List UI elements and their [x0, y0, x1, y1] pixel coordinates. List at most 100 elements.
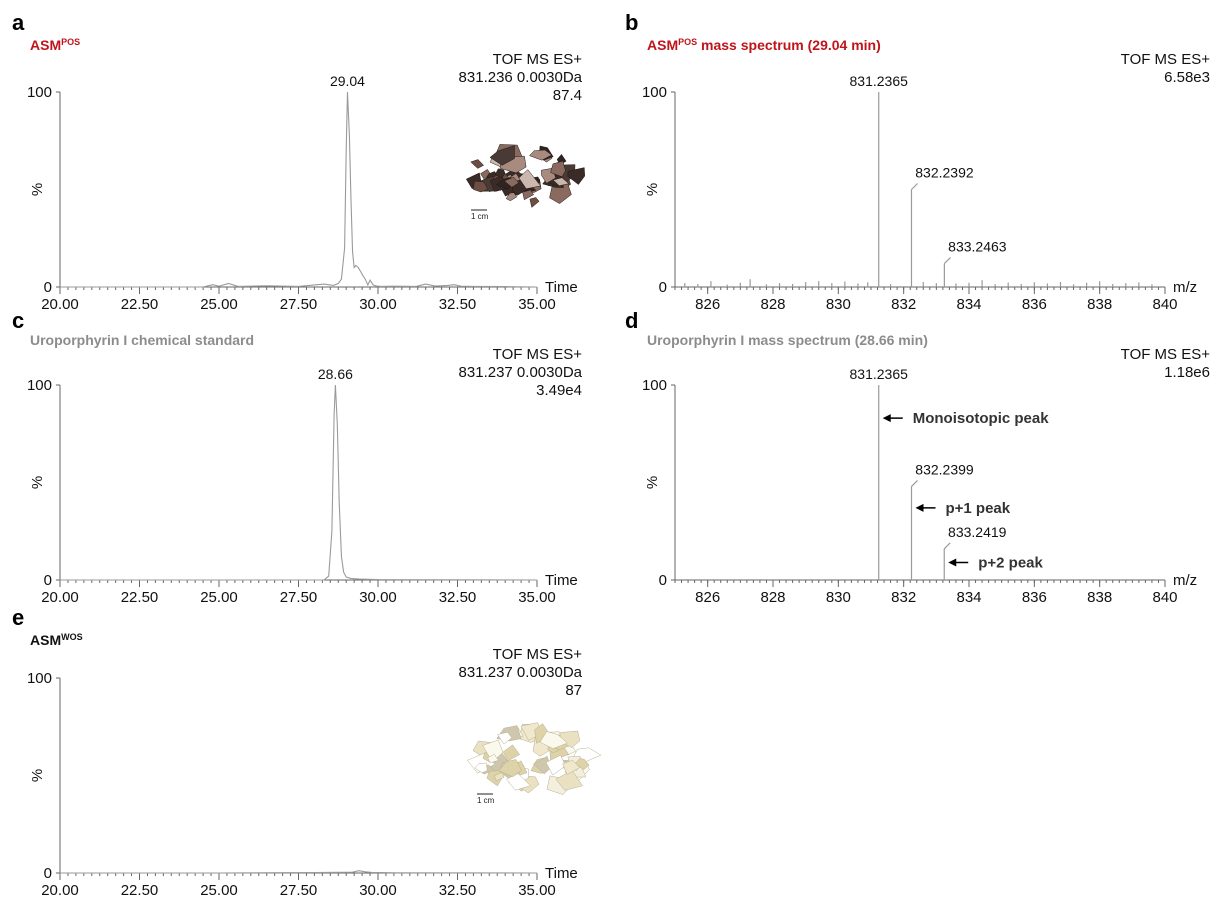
x-tick-label: 27.50: [280, 589, 318, 606]
crystal-fragment: [489, 145, 515, 166]
y-tick-label: 100: [27, 670, 52, 687]
x-tick-label: 838: [1087, 296, 1112, 313]
crystal-fragment: [550, 160, 566, 178]
crystal-fragment: [545, 754, 566, 776]
peak-shoulder: [911, 183, 918, 190]
peak-shoulder: [943, 542, 951, 550]
panel-title: Uroporphyrin I mass spectrum (28.66 min): [647, 332, 928, 348]
x-tick-label: 830: [826, 589, 851, 606]
panel-title: ASMPOS mass spectrum (29.04 min): [647, 37, 881, 53]
panel-letter: d: [625, 308, 638, 333]
panel-title-main: Uroporphyrin I chemical standard: [30, 332, 254, 348]
panel-letter: a: [12, 10, 25, 35]
panel-letter: e: [12, 605, 24, 630]
x-tick-label: 832: [891, 589, 916, 606]
x-tick-label: 30.00: [359, 296, 397, 313]
info-line: TOF MS ES+: [493, 51, 583, 68]
x-tick-label: 834: [956, 296, 981, 313]
crystal-fragment: [522, 189, 534, 201]
info-line: 3.49e4: [536, 382, 582, 399]
panel-title-main: ASM: [30, 632, 61, 648]
crystal-fragment: [498, 759, 522, 778]
x-tick-label: 20.00: [41, 882, 79, 899]
crystal-fragment: [518, 169, 542, 190]
panel-title-superscript: POS: [61, 37, 80, 47]
info-line: 6.58e3: [1164, 69, 1210, 86]
x-tick-label: 832: [891, 296, 916, 313]
x-tick-label: 32.50: [439, 882, 477, 899]
x-axis-label: m/z: [1173, 279, 1197, 296]
panel-title-superscript: POS: [678, 37, 697, 47]
x-tick-label: 30.00: [359, 882, 397, 899]
x-tick-label: 32.50: [439, 589, 477, 606]
peak-label: 833.2463: [948, 239, 1007, 255]
x-axis-label: Time: [545, 572, 578, 589]
x-tick-label: 25.00: [200, 589, 238, 606]
panel-title-main: Uroporphyrin I mass spectrum (28.66 min): [647, 332, 928, 348]
x-tick-label: 22.50: [121, 882, 159, 899]
x-tick-label: 22.50: [121, 589, 159, 606]
x-tick-label: 20.00: [41, 589, 79, 606]
x-tick-label: 830: [826, 296, 851, 313]
crystal-fragment: [494, 168, 506, 179]
x-axis-label: m/z: [1173, 572, 1197, 589]
crystal-fragment: [529, 197, 540, 208]
chromatogram-trace: [60, 91, 538, 288]
y-tick-label: 0: [659, 572, 667, 589]
x-tick-label: 828: [760, 296, 785, 313]
panel-title: Uroporphyrin I chemical standard: [30, 332, 254, 348]
y-tick-label: 0: [659, 279, 667, 296]
crystal-fragment: [539, 731, 568, 749]
info-line: TOF MS ES+: [1121, 51, 1211, 68]
peak-label: 832.2399: [915, 461, 974, 477]
y-axis-label: %: [29, 183, 46, 196]
x-axis-label: Time: [545, 279, 578, 296]
info-line: TOF MS ES+: [493, 346, 583, 363]
x-tick-label: 22.50: [121, 296, 159, 313]
peak-shoulder: [911, 479, 918, 487]
peak-label: 831.2365: [850, 366, 909, 382]
x-tick-label: 25.00: [200, 296, 238, 313]
peak-label: 28.66: [318, 366, 353, 382]
panel-title: ASMWOS: [30, 632, 83, 648]
panel-title-superscript: WOS: [61, 632, 83, 642]
crystal-fragment: [567, 167, 585, 185]
y-tick-label: 100: [642, 84, 667, 101]
crystal-fragment: [470, 159, 485, 169]
scale-bar-label: 1 cm: [471, 212, 489, 221]
y-axis-label: %: [644, 476, 661, 489]
crystal-fragment: [502, 744, 521, 762]
annotation-label: p+1 peak: [946, 500, 1011, 517]
crystal-fragment: [574, 758, 590, 770]
x-tick-label: 834: [956, 589, 981, 606]
info-line: 87.4: [553, 87, 582, 104]
panel-title: ASMPOS: [30, 37, 80, 53]
crystal-fragment: [497, 731, 513, 745]
y-axis-label: %: [29, 476, 46, 489]
x-tick-label: 35.00: [518, 296, 556, 313]
crystal-fragment: [562, 759, 581, 775]
annotation-arrow-head: [882, 414, 891, 423]
x-tick-label: 35.00: [518, 882, 556, 899]
chromatogram-trace: [60, 870, 538, 874]
panel-c: c Uroporphyrin I chemical standard TOF MS …: [12, 308, 583, 606]
crystal-fragment: [532, 755, 552, 775]
panel-letter: b: [625, 10, 638, 35]
x-tick-label: 828: [760, 589, 785, 606]
white-crystals-photo: [466, 722, 602, 795]
x-tick-label: 840: [1152, 296, 1177, 313]
x-tick-label: 25.00: [200, 882, 238, 899]
peak-label: 29.04: [330, 73, 365, 89]
x-axis-label: Time: [545, 865, 578, 882]
annotation-label: p+2 peak: [978, 554, 1043, 571]
peak-label: 831.2365: [850, 73, 909, 89]
x-tick-label: 27.50: [280, 296, 318, 313]
info-line: 831.236 0.0030Da: [459, 69, 583, 86]
x-tick-label: 826: [695, 589, 720, 606]
x-tick-label: 838: [1087, 589, 1112, 606]
y-tick-label: 0: [44, 279, 52, 296]
scale-bar-label: 1 cm: [477, 796, 495, 805]
info-line: 87: [565, 682, 582, 699]
